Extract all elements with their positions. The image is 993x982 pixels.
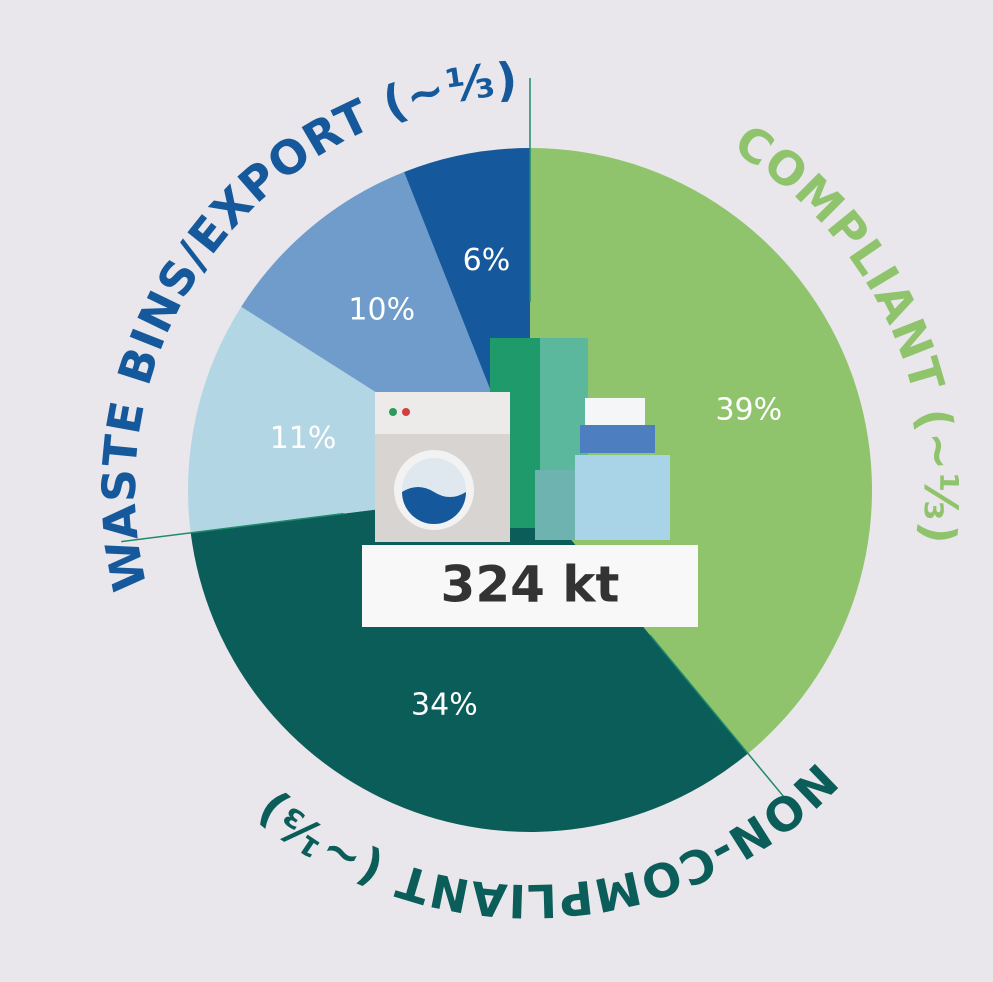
slice-label: 34% (411, 688, 478, 723)
pie-slice (190, 490, 748, 832)
pie-slice (530, 148, 872, 754)
center-label: 324 kt (441, 556, 620, 614)
appliance-illustration (375, 338, 670, 542)
slice-label: 6% (463, 243, 511, 278)
group-separator (649, 634, 794, 808)
slice-label: 39% (715, 393, 782, 428)
slice-label: 10% (348, 292, 415, 327)
group-separator (121, 512, 344, 543)
slice-label: 11% (270, 421, 337, 456)
center-box (362, 545, 698, 627)
